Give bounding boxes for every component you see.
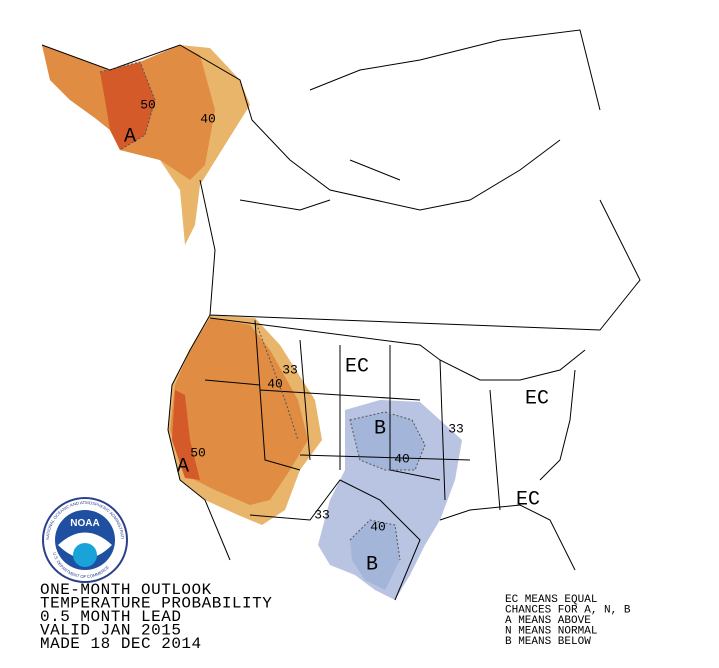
title-line: VALID JAN 2015 <box>40 622 181 640</box>
map-label: 40 <box>394 451 410 466</box>
title-line: 0.5 MONTH LEAD <box>40 608 181 626</box>
title-line: MADE 18 DEC 2014 <box>40 635 202 653</box>
title-line: TEMPERATURE PROBABILITY <box>40 595 272 613</box>
map-label: EC <box>345 355 369 378</box>
title-line: ONE-MONTH OUTLOOK <box>40 581 212 599</box>
map-label: A <box>177 455 189 478</box>
map-label: A <box>124 125 136 148</box>
map-label: B <box>366 553 378 576</box>
legend-line: CHANCES FOR A, N, B <box>505 605 631 617</box>
map-label: 50 <box>190 445 206 460</box>
map-label: 40 <box>370 519 386 534</box>
contour <box>99 61 426 561</box>
coastline <box>41 29 641 561</box>
map-label: 33 <box>448 421 464 436</box>
above-50 <box>172 390 200 480</box>
below-40 <box>350 520 400 590</box>
below-40 <box>350 412 425 470</box>
map-label: 40 <box>267 376 283 391</box>
logo-wave <box>73 543 97 567</box>
map-label: 40 <box>200 111 216 126</box>
map-label: 33 <box>314 507 330 522</box>
map-label: EC <box>516 488 540 511</box>
map-label: 50 <box>140 97 156 112</box>
legend-line: B MEANS BELOW <box>505 636 591 648</box>
legend-line: EC MEANS EQUAL <box>505 594 597 606</box>
map-label: EC <box>525 387 549 410</box>
above-40 <box>170 318 308 505</box>
map-label: B <box>374 417 386 440</box>
above-50 <box>100 62 155 150</box>
logo-name: NOAA <box>70 518 99 529</box>
legend-line: N MEANS NORMAL <box>505 626 597 638</box>
us-border <box>209 317 586 601</box>
map-label: 33 <box>282 362 298 377</box>
legend-line: A MEANS ABOVE <box>505 615 591 627</box>
